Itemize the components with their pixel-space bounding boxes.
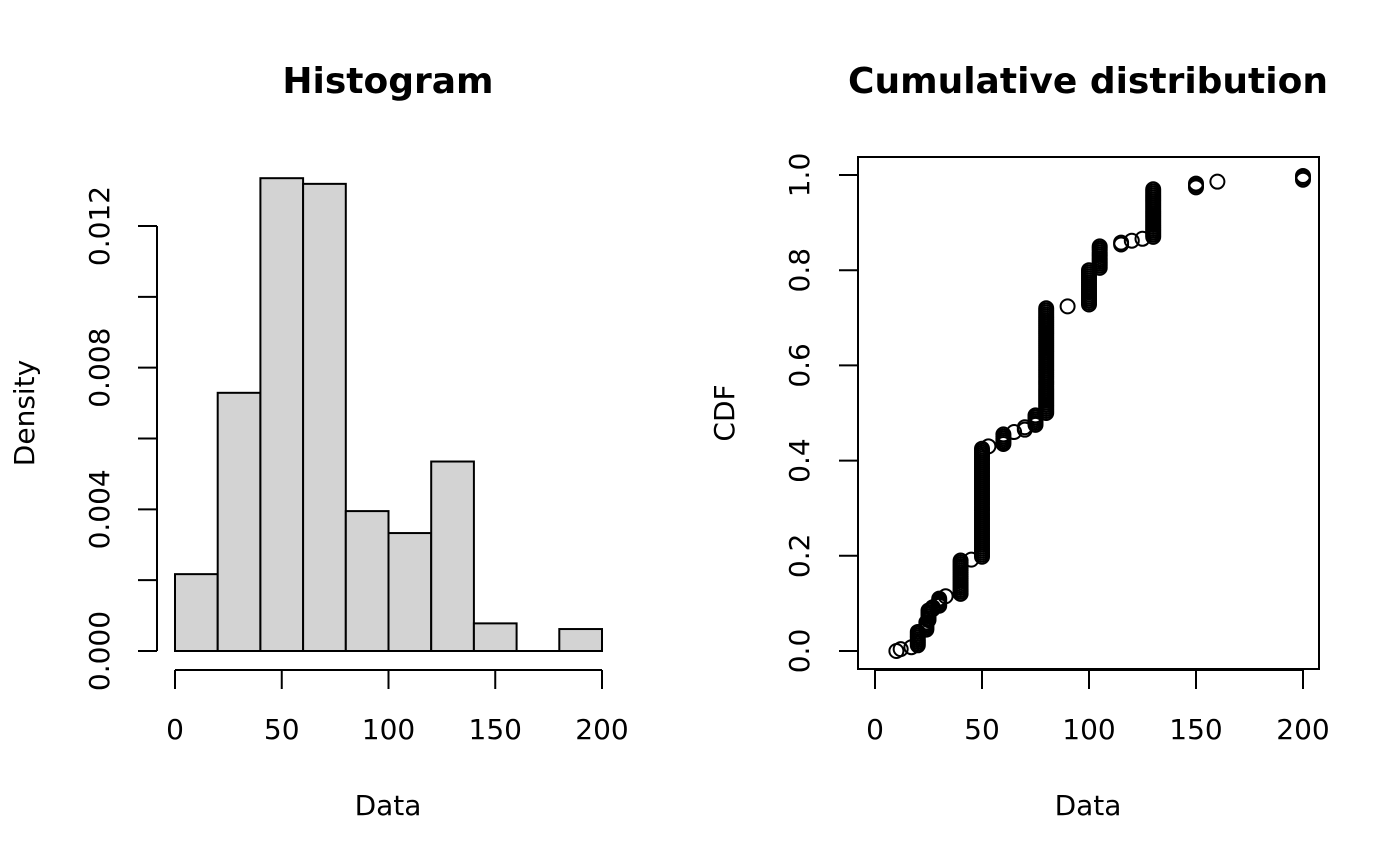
histogram-y-tick-label: 0.008	[83, 328, 116, 408]
cdf-point	[892, 641, 909, 658]
histogram-x-tick-label: 0	[166, 713, 184, 746]
cdf-y-tick-label: 0.8	[783, 248, 816, 293]
cdf-title: Cumulative distribution	[848, 61, 1328, 102]
cdf-x-label: Data	[1055, 789, 1122, 822]
cdf-y-tick-label: 1.0	[783, 153, 816, 198]
cdf-point	[937, 588, 954, 605]
cdf-point	[995, 426, 1012, 443]
histogram-bar	[387, 532, 433, 652]
cdf-y-tick-label: 0.6	[783, 343, 816, 388]
cdf-panel: Cumulative distribution Data CDF 0 50 100 1…	[708, 61, 1330, 822]
histogram-title: Histogram	[282, 61, 493, 102]
cdf-point	[1059, 298, 1076, 315]
cdf-x-tick-label: 50	[964, 713, 1000, 746]
histogram-panel: Histogram Data Density 0 50 100 150 200 0.00…	[8, 61, 629, 822]
histogram-y-tick-label: 0.012	[83, 186, 116, 266]
histogram-bar	[472, 622, 518, 652]
histogram-x-axis: 0 50 100 150 200	[166, 669, 629, 746]
cdf-y-axis: 0.0 0.2 0.4 0.6 0.8 1.0	[783, 153, 859, 674]
cdf-x-tick-label: 200	[1276, 713, 1329, 746]
cdf-y-label: CDF	[708, 384, 741, 441]
histogram-x-tick-label: 50	[264, 713, 300, 746]
cdf-y-tick-label: 0.2	[783, 534, 816, 579]
histogram-y-tick-label: 0.000	[83, 611, 116, 691]
cdf-point	[1091, 238, 1108, 255]
histogram-x-tick-label: 200	[575, 713, 628, 746]
histogram-bars	[174, 177, 603, 653]
cdf-points	[888, 167, 1311, 659]
cdf-point	[1295, 167, 1311, 184]
cdf-point	[1038, 300, 1055, 317]
cdf-point	[952, 552, 969, 569]
cdf-x-axis: 0 50 100 150 200	[866, 669, 1330, 746]
cdf-point	[980, 438, 997, 455]
histogram-bar	[302, 182, 347, 653]
histogram-y-tick-label: 0.004	[83, 469, 116, 549]
cdf-x-tick-label: 100	[1062, 713, 1115, 746]
histogram-y-label: Density	[8, 360, 41, 466]
histogram-bar	[259, 177, 305, 652]
histogram-bar	[558, 628, 603, 653]
histogram-y-axis: 0.000 0.004 0.008 0.012	[83, 186, 158, 691]
histogram-bar	[216, 391, 262, 652]
cdf-plot-box	[857, 156, 1320, 670]
cdf-point	[1145, 181, 1162, 198]
histogram-x-tick-label: 100	[362, 713, 415, 746]
histogram-bar	[344, 510, 390, 652]
cdf-point	[1113, 234, 1130, 251]
cdf-y-tick-label: 0.4	[783, 438, 816, 483]
histogram-bar	[174, 573, 219, 652]
cdf-point	[1209, 173, 1226, 190]
histogram-x-tick-label: 150	[469, 713, 522, 746]
cdf-point	[1188, 175, 1204, 192]
cdf-x-tick-label: 0	[866, 713, 884, 746]
histogram-x-label: Data	[355, 789, 422, 822]
histogram-bar	[430, 460, 475, 653]
cdf-x-tick-label: 150	[1169, 713, 1222, 746]
cdf-point	[1123, 232, 1140, 249]
cdf-y-tick-label: 0.0	[783, 629, 816, 674]
